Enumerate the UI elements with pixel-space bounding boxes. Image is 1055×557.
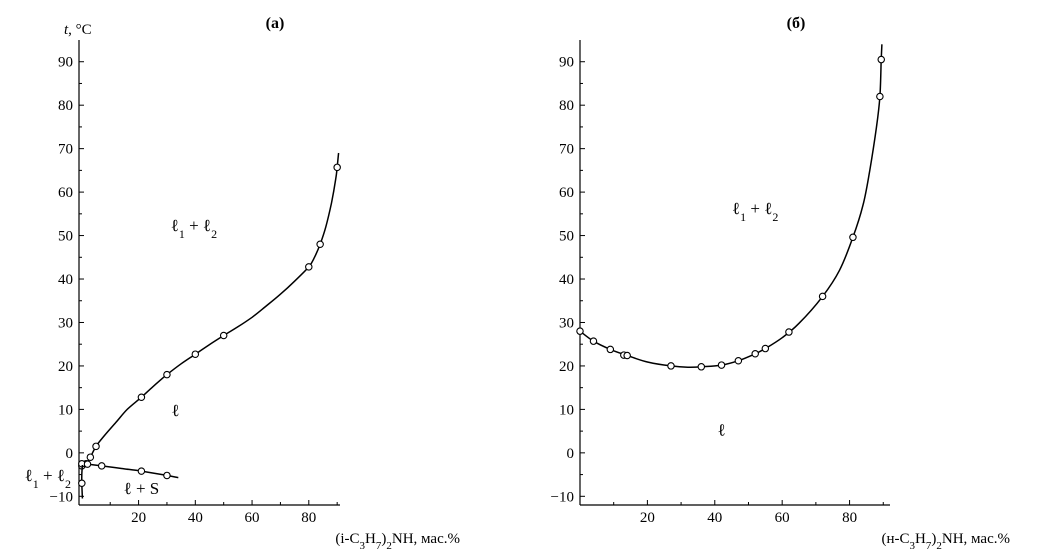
y-tick-label: −10 — [551, 489, 574, 505]
y-tick-label: 30 — [559, 315, 574, 331]
data-point — [316, 240, 324, 249]
data-point — [849, 233, 857, 242]
y-tick-label: 0 — [66, 446, 74, 462]
y-tick-label: 50 — [559, 229, 574, 245]
y-tick-label: 10 — [58, 402, 73, 418]
data-point — [623, 351, 631, 360]
y-tick-label: 60 — [559, 185, 574, 201]
data-point — [78, 479, 86, 488]
y-tick-label: 20 — [58, 359, 73, 375]
y-tick-label: 30 — [58, 315, 73, 331]
data-point — [876, 92, 884, 101]
region-label: ℓ — [171, 401, 179, 420]
data-point — [163, 370, 171, 379]
x-tick-label: 60 — [775, 510, 790, 526]
y-tick-label: 70 — [559, 142, 574, 158]
y-tick-label: 50 — [58, 229, 73, 245]
y-tick-label: −10 — [50, 489, 73, 505]
data-point — [877, 55, 885, 64]
data-point — [163, 471, 171, 480]
data-point — [137, 393, 146, 401]
x-tick-label: 80 — [301, 510, 316, 526]
x-tick-label: 20 — [640, 510, 655, 526]
y-tick-label: 90 — [58, 55, 73, 71]
data-point — [667, 362, 675, 370]
data-point — [576, 327, 584, 335]
x-axis-label: (i-C3H7)2NH, мас.% — [335, 531, 460, 552]
panel-title: (б) — [787, 15, 806, 32]
data-point — [86, 453, 95, 461]
y-tick-label: 80 — [58, 98, 73, 114]
y-axis-label: t, °C — [64, 22, 92, 38]
data-point — [137, 467, 146, 475]
data-point — [97, 462, 106, 470]
region-label: ℓ1 + ℓ2 — [25, 466, 71, 491]
y-tick-label: 60 — [58, 185, 73, 201]
panel-b: −10 0 10 20 30 40 50 60 70 80 90 20 40 60 80 (б) (н-C3H7… — [551, 15, 1010, 552]
data-point — [92, 442, 100, 451]
x-tick-label: 80 — [842, 510, 857, 526]
data-point — [219, 331, 228, 340]
y-tick-label: 10 — [559, 402, 574, 418]
x-axis-label: (н-C3H7)2NH, мас.% — [882, 531, 1011, 552]
data-point — [191, 350, 200, 358]
x-tick-label: 40 — [188, 510, 203, 526]
y-tick-label: 40 — [559, 272, 574, 288]
data-point — [761, 344, 770, 353]
panel-title: (а) — [266, 15, 285, 32]
y-tick-label: 0 — [567, 446, 575, 462]
data-point — [697, 363, 706, 371]
data-point — [333, 163, 341, 172]
y-tick-label: 40 — [58, 272, 73, 288]
data-point — [751, 350, 759, 358]
phase-boundary-curve — [78, 152, 340, 468]
y-tick-label: 90 — [559, 55, 574, 71]
data-point — [717, 361, 726, 369]
data-point — [818, 292, 827, 301]
y-tick-label: 80 — [559, 98, 574, 114]
y-tick-label: 70 — [58, 142, 73, 158]
data-point — [83, 460, 92, 468]
region-label: ℓ + S — [124, 479, 160, 498]
phase-boundary-curve — [80, 464, 84, 499]
x-tick-label: 20 — [131, 510, 146, 526]
y-tick-label: 20 — [559, 359, 574, 375]
data-point — [305, 263, 313, 271]
data-point — [785, 328, 793, 336]
data-point — [734, 356, 743, 365]
data-point — [606, 345, 615, 354]
data-point — [589, 337, 598, 345]
x-tick-label: 60 — [245, 510, 260, 526]
region-label: ℓ1 + ℓ2 — [732, 199, 778, 224]
x-tick-label: 40 — [707, 510, 722, 526]
panel-a: −10 0 10 20 30 40 50 60 70 80 90 20 40 60 80 (а) t, °C (i… — [25, 15, 460, 552]
region-label: ℓ — [717, 420, 725, 439]
region-label: ℓ1 + ℓ2 — [171, 216, 217, 241]
phase-boundary-curve — [579, 44, 883, 369]
